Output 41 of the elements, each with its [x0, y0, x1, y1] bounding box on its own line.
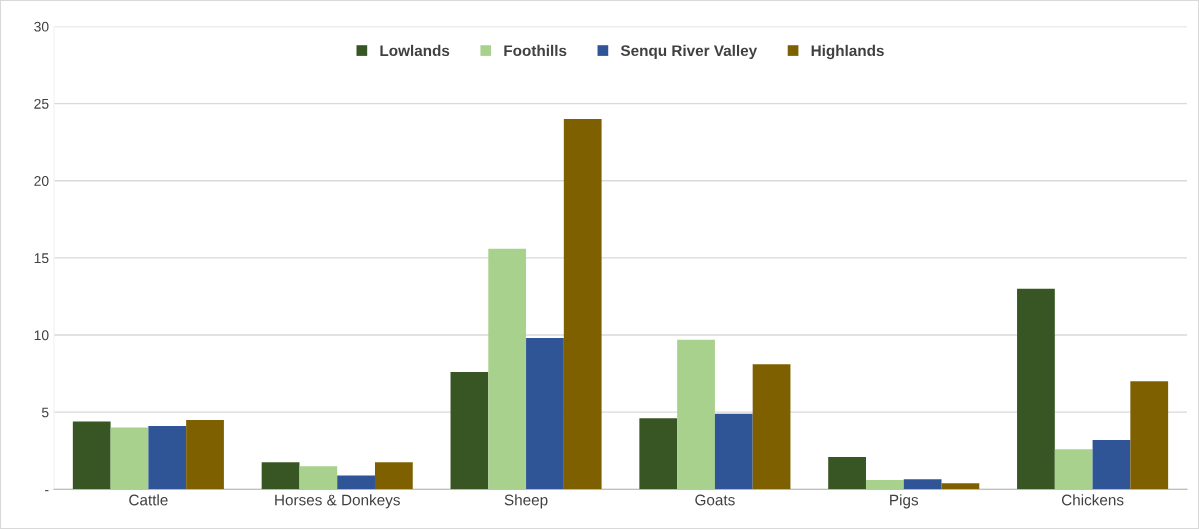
bar [186, 419, 224, 490]
bar [1130, 381, 1169, 490]
bar [903, 479, 942, 490]
y-tick-label: 20 [34, 176, 49, 186]
bar [110, 427, 149, 490]
bar [1017, 288, 1055, 490]
x-tick-label: Pigs [890, 494, 919, 509]
legend-label: Senqu River Valley [620, 44, 758, 60]
x-tick-label: Cattle [129, 494, 168, 506]
bar [261, 462, 300, 490]
x-tick-label: Sheep [504, 494, 548, 509]
bar [299, 466, 338, 490]
bar [450, 372, 489, 490]
y-tick-label: 15 [34, 253, 49, 264]
x-tick-label: Goats [695, 494, 735, 506]
y-tick-label: - [45, 490, 49, 492]
bar [374, 462, 413, 490]
bar [563, 119, 602, 490]
bar [488, 248, 527, 490]
bar [752, 364, 791, 490]
bar [148, 426, 187, 490]
bar [639, 418, 678, 490]
bar [526, 338, 564, 490]
legend-label: Lowlands [380, 44, 450, 57]
bar [941, 483, 980, 490]
legend-label: Foothills [504, 44, 567, 57]
legend-label: Highlands [811, 44, 884, 60]
bar [828, 456, 866, 490]
y-tick-label: 30 [34, 21, 49, 32]
bar [337, 475, 375, 490]
bar [72, 421, 111, 490]
y-tick-label: 25 [34, 98, 49, 109]
bar [677, 339, 715, 490]
bar [1092, 439, 1131, 490]
bar [1054, 449, 1093, 490]
x-tick-label: Horses & Donkeys [275, 494, 400, 509]
y-tick-label: 5 [41, 407, 49, 418]
bar [714, 413, 753, 490]
x-tick-label: Chickens [1061, 494, 1124, 506]
y-tick-label: 10 [34, 330, 49, 341]
bar [865, 480, 904, 490]
